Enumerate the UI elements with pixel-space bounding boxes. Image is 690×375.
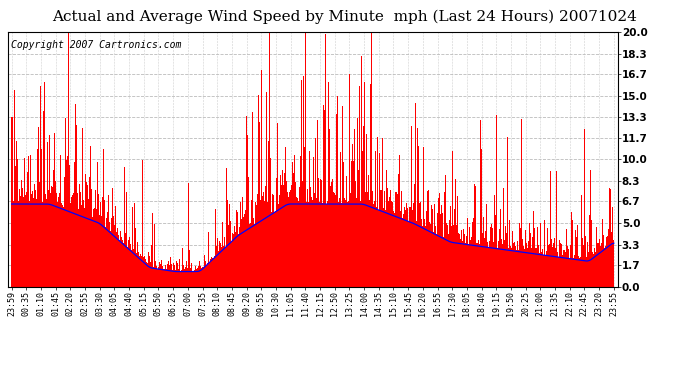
Text: Actual and Average Wind Speed by Minute  mph (Last 24 Hours) 20071024: Actual and Average Wind Speed by Minute …	[52, 9, 638, 24]
Text: Copyright 2007 Cartronics.com: Copyright 2007 Cartronics.com	[11, 39, 181, 50]
